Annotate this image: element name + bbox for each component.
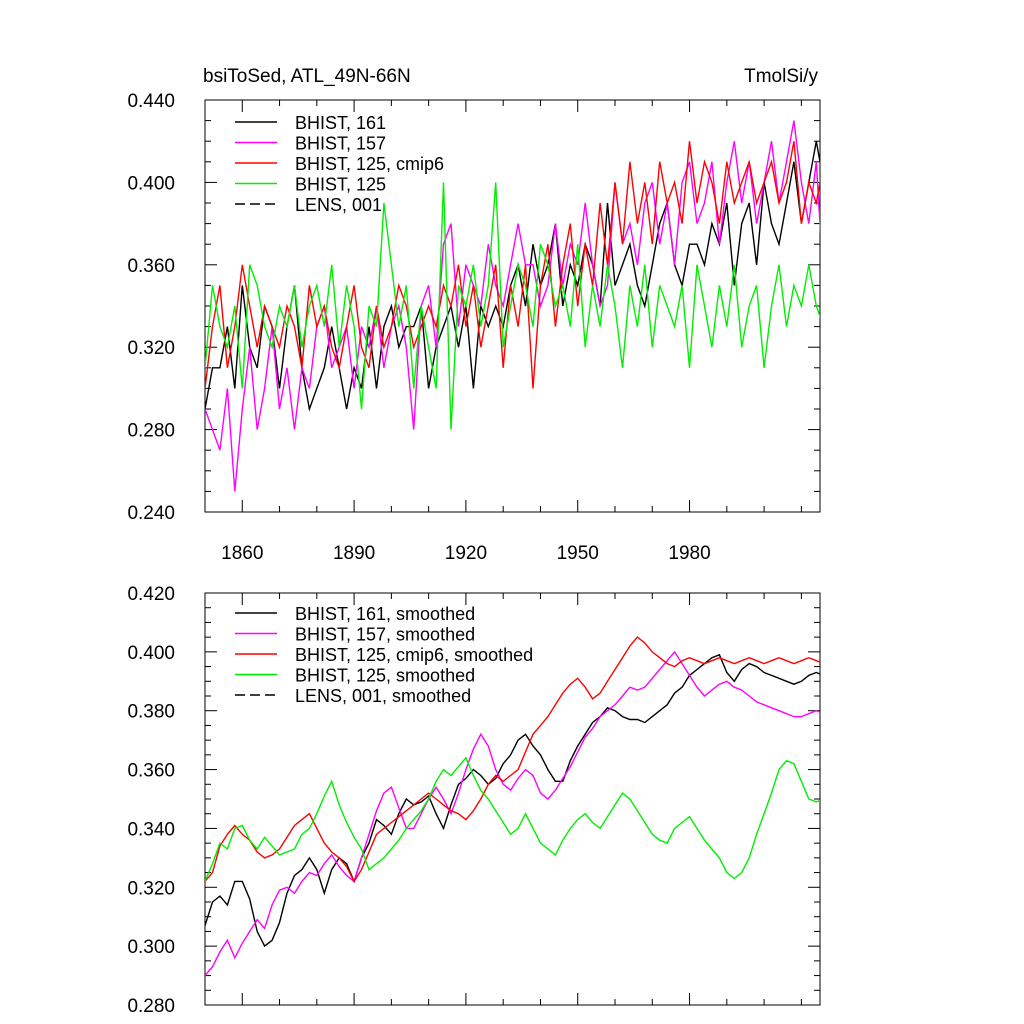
bottom-y-tick-label: 0.300 [127, 937, 175, 958]
bottom-legend-label: BHIST, 161, smoothed [295, 604, 475, 624]
top-chart-panel: bsiToSed, ATL_49N-66N TmolSi/y 1860 1890 192… [127, 66, 821, 564]
top-x-tick-label: 1950 [557, 543, 599, 564]
bottom-y-tick-label: 0.420 [127, 584, 175, 605]
top-series-line-1 [205, 120, 820, 492]
top-y-tick-label: 0.240 [127, 503, 175, 524]
bottom-series-line-2 [205, 636, 820, 883]
bottom-series-line-3 [205, 756, 820, 882]
top-legend-label: BHIST, 157 [295, 134, 386, 154]
top-y-tick-label: 0.440 [127, 91, 175, 112]
top-title-left: bsiToSed, ATL_49N-66N [203, 66, 411, 87]
bottom-y-tick-label: 0.320 [127, 878, 175, 899]
bottom-y-tick-label: 0.380 [127, 702, 175, 723]
bottom-chart-panel: 0.280 0.300 0.320 0.340 0.360 0.380 0.400 0.420… [127, 584, 821, 1017]
bottom-legend-label: BHIST, 125, cmip6, smoothed [295, 645, 533, 665]
top-x-tick-label: 1980 [668, 543, 710, 564]
top-x-tick-label: 1890 [333, 543, 375, 564]
bottom-y-tick-label: 0.360 [127, 761, 175, 782]
bottom-legend-label: BHIST, 157, smoothed [295, 625, 475, 645]
top-y-tick-label: 0.320 [127, 338, 175, 359]
bottom-y-tick-label: 0.400 [127, 643, 175, 664]
bottom-series-line-1 [205, 650, 820, 977]
bottom-y-tick-label: 0.340 [127, 819, 175, 840]
top-y-tick-label: 0.280 [127, 421, 175, 442]
top-legend-label: LENS, 001 [295, 195, 382, 215]
bottom-series-line-0 [205, 653, 820, 948]
top-title-right: TmolSi/y [744, 66, 818, 87]
bottom-legend-label: LENS, 001, smoothed [295, 686, 471, 706]
top-y-tick-label: 0.400 [127, 173, 175, 194]
bottom-y-tick-label: 0.280 [127, 996, 175, 1017]
top-legend-label: BHIST, 125 [295, 175, 386, 195]
top-series-line-2 [205, 141, 820, 389]
top-x-tick-label: 1920 [445, 543, 487, 564]
top-series-line-3 [205, 182, 820, 430]
top-y-tick-label: 0.360 [127, 256, 175, 277]
top-x-tick-label: 1860 [221, 543, 263, 564]
bottom-legend-label: BHIST, 125, smoothed [295, 666, 475, 686]
top-legend-label: BHIST, 161 [295, 113, 386, 133]
top-legend-label: BHIST, 125, cmip6 [295, 154, 444, 174]
